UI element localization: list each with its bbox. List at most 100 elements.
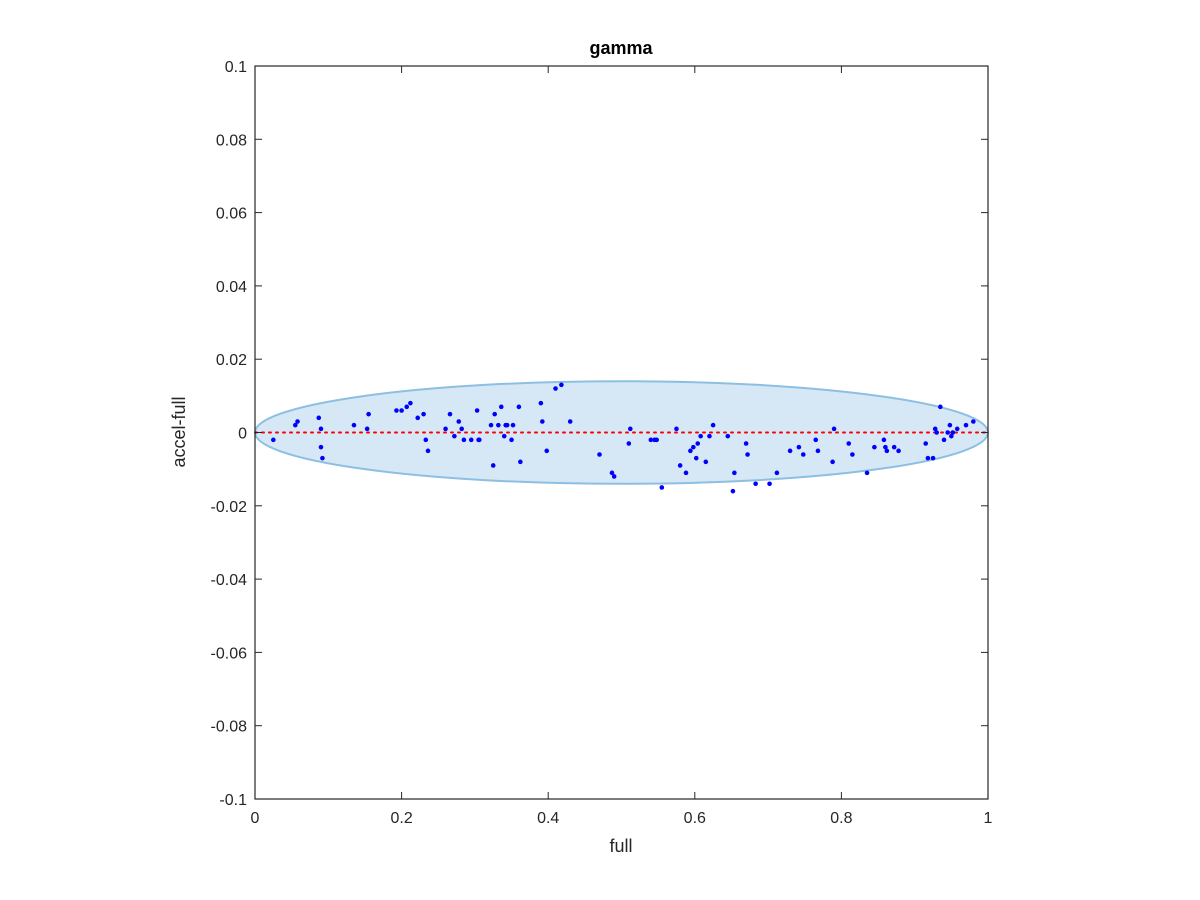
x-tick-label: 0.4 xyxy=(537,810,559,827)
data-point xyxy=(476,437,482,443)
x-tick-label: 0.2 xyxy=(390,810,412,827)
data-point xyxy=(609,470,615,476)
data-point xyxy=(518,459,523,465)
y-tick-label: 0.02 xyxy=(216,352,247,369)
data-point xyxy=(732,470,737,476)
y-axis-label: accel-full xyxy=(169,396,189,467)
y-tick-label: 0.04 xyxy=(216,279,247,296)
data-point xyxy=(693,455,699,461)
data-point xyxy=(703,459,709,465)
data-point xyxy=(730,488,736,494)
data-point xyxy=(474,408,480,413)
x-axis-label: full xyxy=(609,836,632,856)
data-point xyxy=(648,437,654,443)
y-tick-label: 0.1 xyxy=(225,59,247,76)
y-tick-label: 0 xyxy=(238,426,247,443)
data-point xyxy=(691,444,696,450)
x-tick-label: 0.6 xyxy=(684,810,706,827)
data-point xyxy=(872,444,877,450)
data-point xyxy=(674,426,679,432)
data-point xyxy=(813,437,819,443)
data-point xyxy=(611,474,617,479)
y-tick-label: -0.02 xyxy=(211,499,248,516)
data-point xyxy=(864,470,870,476)
data-point xyxy=(408,400,413,406)
data-point xyxy=(815,448,821,454)
data-point xyxy=(488,422,494,428)
data-point xyxy=(850,452,855,457)
chart-title: gamma xyxy=(589,38,653,58)
data-point xyxy=(950,430,956,435)
data-point xyxy=(796,444,802,450)
data-point xyxy=(949,433,954,439)
data-point xyxy=(787,448,793,454)
data-point xyxy=(492,411,497,417)
data-point xyxy=(293,422,298,428)
y-tick-label: -0.1 xyxy=(219,792,247,809)
data-point xyxy=(459,426,465,432)
data-point xyxy=(516,404,522,410)
data-point xyxy=(698,433,703,439)
data-point xyxy=(753,481,758,487)
data-point xyxy=(399,408,404,413)
data-point xyxy=(509,437,514,443)
data-point xyxy=(743,441,749,446)
data-point xyxy=(896,448,901,454)
data-point xyxy=(540,419,545,424)
data-point xyxy=(351,422,357,428)
data-point xyxy=(954,426,960,432)
y-tick-label: 0.06 xyxy=(216,206,247,223)
data-point xyxy=(938,404,943,410)
data-point xyxy=(364,426,370,432)
data-point xyxy=(271,437,276,443)
data-point xyxy=(366,411,371,417)
data-point xyxy=(963,422,969,428)
data-point xyxy=(881,437,887,443)
data-point xyxy=(883,444,888,450)
data-point xyxy=(695,441,701,446)
data-point xyxy=(421,411,426,417)
data-point xyxy=(538,400,544,406)
data-point xyxy=(504,422,510,428)
data-point xyxy=(934,430,939,435)
data-point xyxy=(544,448,550,454)
data-point xyxy=(971,419,976,424)
data-point xyxy=(318,444,324,450)
data-point xyxy=(930,455,936,461)
data-point xyxy=(831,426,837,432)
data-point xyxy=(945,430,950,435)
data-point xyxy=(654,437,659,443)
data-point xyxy=(452,433,457,439)
data-point xyxy=(707,433,712,439)
data-point xyxy=(394,408,399,413)
data-point xyxy=(767,481,772,487)
data-point xyxy=(553,386,558,391)
data-point xyxy=(846,441,852,446)
data-point xyxy=(932,426,938,432)
data-point xyxy=(800,452,806,457)
data-point xyxy=(501,433,507,439)
data-point xyxy=(677,463,683,468)
data-point xyxy=(688,448,693,454)
data-point xyxy=(295,419,300,424)
x-tick-label: 0 xyxy=(251,810,260,827)
y-tick-label: 0.08 xyxy=(216,132,247,149)
data-point xyxy=(496,422,501,428)
data-point xyxy=(567,419,573,424)
data-point xyxy=(498,404,504,410)
data-point xyxy=(725,433,731,439)
y-tick-label: -0.06 xyxy=(211,645,248,662)
data-point xyxy=(947,422,953,428)
data-point xyxy=(316,415,322,421)
data-point xyxy=(659,485,665,490)
data-point xyxy=(891,444,897,450)
y-tick-label: -0.04 xyxy=(211,572,248,589)
data-point xyxy=(923,441,928,446)
data-point xyxy=(626,441,632,446)
data-point xyxy=(423,437,429,443)
data-point xyxy=(425,448,431,454)
data-point xyxy=(745,452,750,457)
data-point xyxy=(683,470,689,476)
data-point xyxy=(774,470,780,476)
